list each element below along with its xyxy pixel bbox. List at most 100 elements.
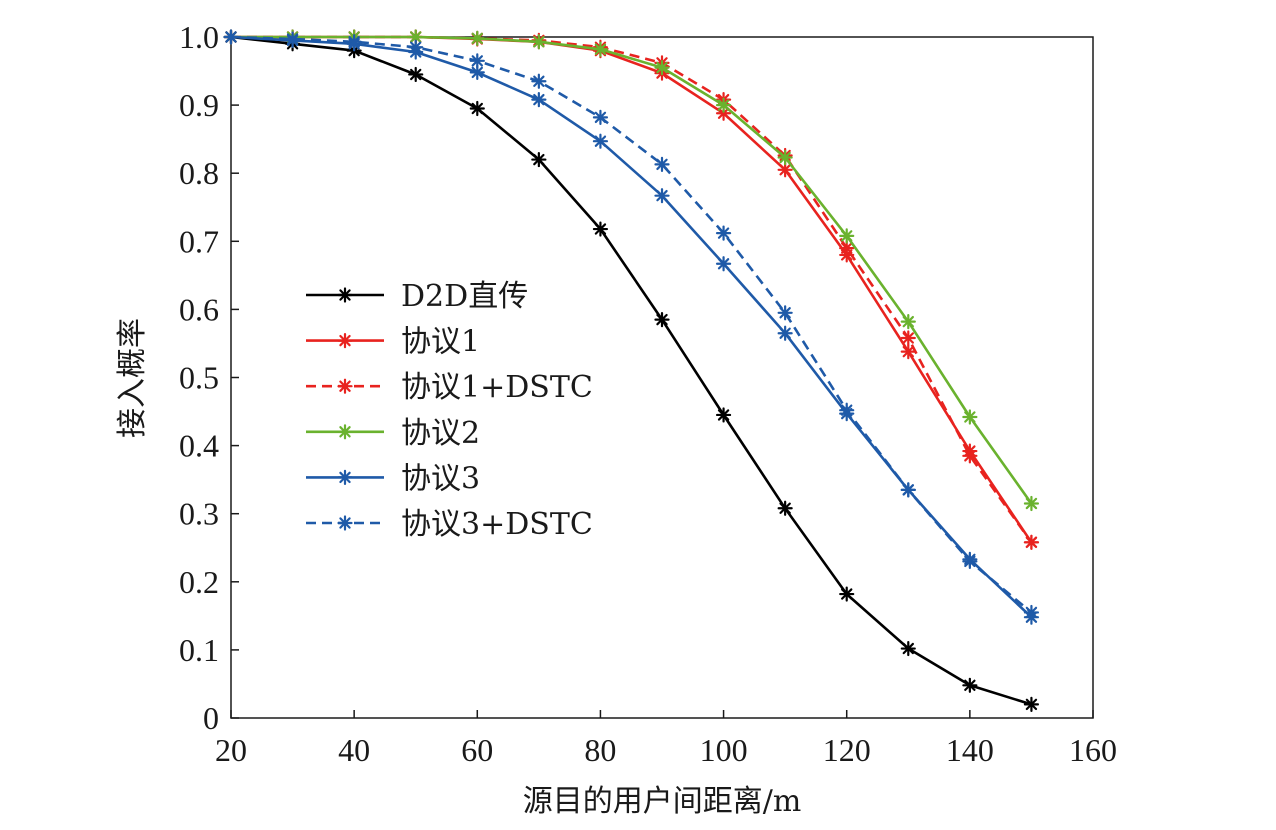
series-point bbox=[654, 60, 670, 76]
series-point bbox=[346, 34, 362, 50]
series-point bbox=[284, 31, 301, 47]
series-point bbox=[777, 500, 793, 516]
legend-label: 协议3 bbox=[401, 461, 480, 496]
series-2 bbox=[223, 29, 1040, 550]
series-point bbox=[715, 97, 732, 113]
legend-item: D2D直传 bbox=[306, 279, 528, 314]
series-point bbox=[654, 156, 670, 172]
series-point bbox=[654, 312, 670, 328]
series-point bbox=[777, 162, 793, 178]
x-tick-label: 100 bbox=[700, 732, 748, 768]
series-point bbox=[654, 188, 670, 204]
series-line bbox=[231, 35, 1033, 544]
series-point bbox=[592, 109, 609, 125]
series-5 bbox=[223, 29, 1040, 625]
series-point bbox=[1023, 495, 1040, 512]
series-point bbox=[223, 29, 239, 45]
series-point bbox=[337, 333, 353, 349]
series-point bbox=[531, 92, 547, 108]
series-point bbox=[337, 424, 353, 440]
series-4 bbox=[223, 29, 1040, 512]
legend-label: D2D直传 bbox=[401, 279, 528, 314]
y-tick-label: 0.4 bbox=[179, 428, 219, 464]
x-tick-label: 20 bbox=[215, 732, 247, 768]
series-6 bbox=[223, 29, 1040, 621]
series-line bbox=[231, 35, 1033, 544]
series-point bbox=[839, 240, 855, 256]
legend-item: 协议3+DSTC bbox=[306, 507, 593, 542]
plot-frame bbox=[230, 36, 1094, 719]
series-point bbox=[592, 133, 609, 149]
series-layer bbox=[223, 29, 1040, 712]
legend-label: 协议1+DSTC bbox=[401, 370, 593, 405]
legend-item: 协议2 bbox=[306, 416, 480, 451]
y-axis: 0 0.1 0.2 0.3 0.4 0.5 0.6 0.7 0.8 0.9 1.0 bbox=[179, 19, 239, 736]
series-point bbox=[531, 34, 547, 50]
series-point bbox=[715, 407, 732, 423]
series-point bbox=[777, 149, 793, 166]
y-tick-label: 0.5 bbox=[179, 360, 219, 396]
series-point bbox=[1023, 604, 1040, 621]
y-tick-label: 0.3 bbox=[179, 496, 219, 532]
y-tick-label: 0.2 bbox=[179, 564, 219, 600]
series-point bbox=[962, 409, 978, 425]
series-point bbox=[469, 100, 485, 117]
series-point bbox=[715, 225, 732, 241]
series-point bbox=[337, 515, 353, 531]
y-tick-label: 1.0 bbox=[179, 19, 219, 55]
legend-item: 协议1+DSTC bbox=[306, 370, 593, 405]
legend-item: 协议1 bbox=[306, 325, 480, 360]
series-point bbox=[839, 586, 855, 602]
x-tick-label: 80 bbox=[584, 732, 616, 768]
y-tick-label: 0.8 bbox=[179, 155, 219, 191]
series-point bbox=[962, 553, 978, 569]
y-tick-label: 0 bbox=[203, 700, 219, 736]
legend-label: 协议1 bbox=[401, 325, 480, 360]
series-point bbox=[337, 378, 353, 394]
x-tick-label: 60 bbox=[461, 732, 493, 768]
series-point bbox=[337, 287, 353, 303]
series-point bbox=[1023, 696, 1040, 712]
series-point bbox=[962, 677, 978, 693]
series-point bbox=[531, 73, 547, 89]
series-line bbox=[230, 35, 1033, 614]
series-point bbox=[592, 221, 609, 237]
series-1 bbox=[223, 29, 1040, 712]
x-axis: 20 40 60 80 100 120 140 160 bbox=[215, 710, 1117, 768]
legend-item: 协议3 bbox=[306, 461, 480, 496]
series-point bbox=[337, 469, 353, 485]
series-point bbox=[408, 39, 424, 55]
series-point bbox=[900, 640, 916, 657]
series-point bbox=[900, 482, 916, 498]
series-point bbox=[777, 305, 793, 321]
x-tick-label: 140 bbox=[946, 732, 994, 768]
series-point bbox=[900, 344, 916, 360]
legend-label: 协议2 bbox=[401, 416, 480, 451]
series-point bbox=[777, 325, 793, 341]
x-tick-label: 160 bbox=[1069, 732, 1117, 768]
series-point bbox=[469, 30, 485, 46]
series-point bbox=[469, 53, 485, 69]
y-tick-label: 0.7 bbox=[179, 223, 219, 259]
y-tick-label: 0.9 bbox=[179, 87, 219, 123]
x-axis-title: 源目的用户间距离/m bbox=[523, 784, 802, 819]
y-axis-title: 接入概率 bbox=[115, 318, 150, 438]
series-3 bbox=[223, 29, 1040, 550]
y-tick-label: 0.1 bbox=[179, 632, 219, 668]
y-tick-label: 0.6 bbox=[179, 291, 219, 327]
series-point bbox=[1023, 534, 1040, 550]
x-tick-label: 120 bbox=[823, 732, 871, 768]
series-point bbox=[900, 330, 916, 346]
series-point bbox=[408, 66, 424, 83]
series-point bbox=[839, 228, 855, 244]
series-line bbox=[231, 35, 1033, 505]
series-point bbox=[715, 256, 732, 272]
legend-label: 协议3+DSTC bbox=[401, 507, 593, 542]
series-point bbox=[592, 41, 609, 57]
series-point bbox=[839, 402, 855, 418]
series-point bbox=[531, 151, 547, 168]
series-point bbox=[900, 314, 916, 330]
series-line bbox=[230, 35, 1032, 706]
